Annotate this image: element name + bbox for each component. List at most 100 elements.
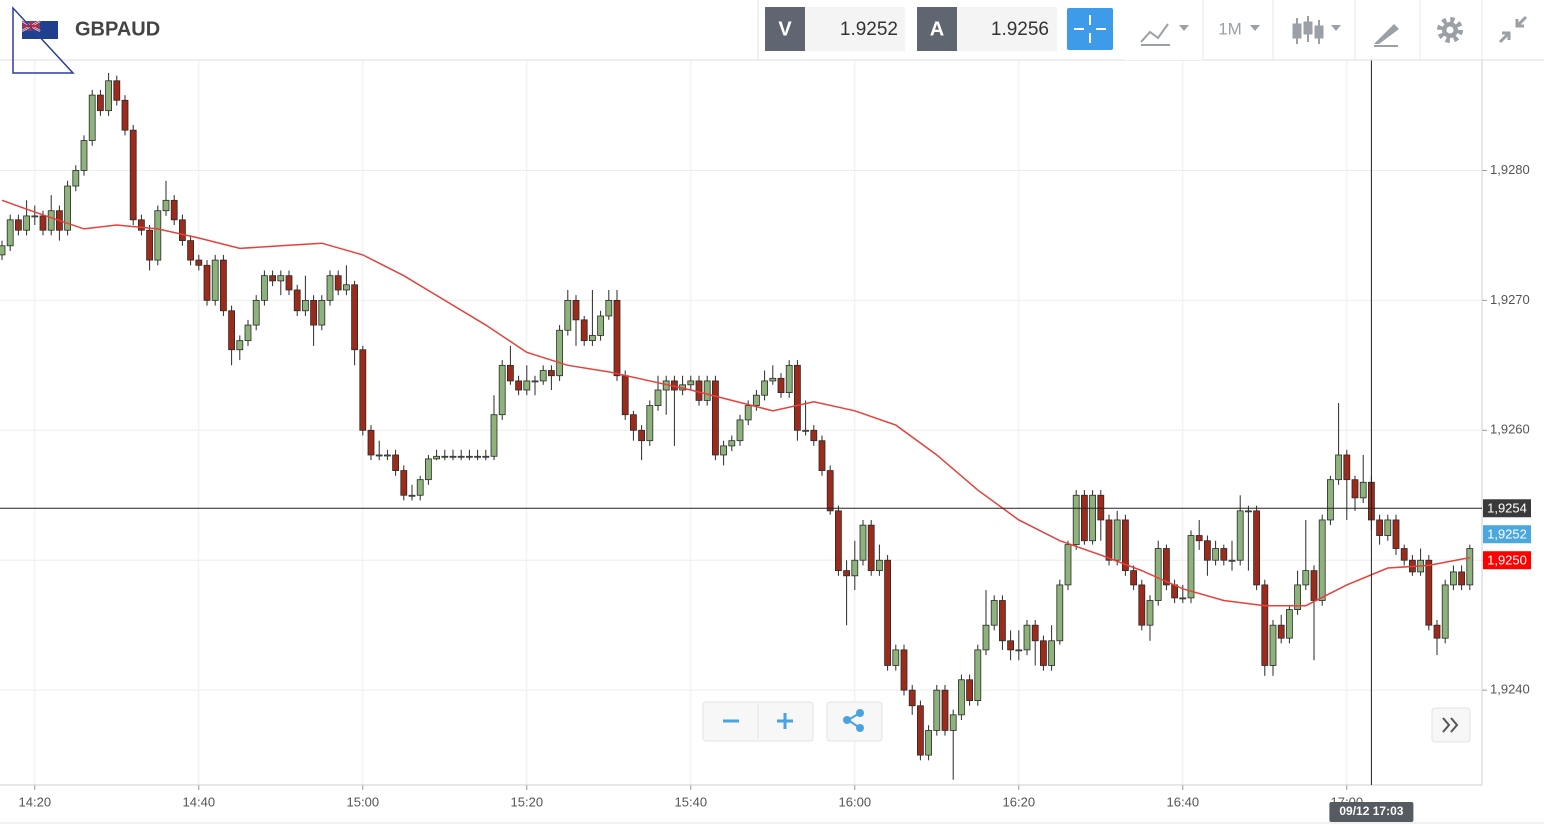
candle-body <box>260 275 268 301</box>
candle-body <box>572 299 580 321</box>
candle-body <box>457 455 465 458</box>
draw-button[interactable] <box>1374 24 1399 47</box>
candle-body <box>351 284 359 351</box>
candle-body <box>6 219 14 247</box>
candle-body <box>548 370 555 377</box>
candle-body <box>97 94 104 112</box>
candle-body <box>1154 548 1162 601</box>
candle-body <box>1048 640 1055 666</box>
candle-body <box>1441 584 1449 639</box>
collapse-button[interactable] <box>1498 15 1528 44</box>
candle-body <box>408 494 416 497</box>
candle-body <box>1286 609 1293 639</box>
candle-body <box>392 454 400 471</box>
crosshair-button[interactable] <box>1067 8 1113 50</box>
flag <box>21 20 58 39</box>
candle-body <box>589 335 596 342</box>
candle-body <box>244 324 252 342</box>
candle-body <box>720 445 727 456</box>
candle-body <box>925 730 932 756</box>
candle-body <box>843 570 850 577</box>
candle-body <box>556 329 563 377</box>
candle-body <box>1384 519 1392 536</box>
timeframe-button[interactable]: 1M <box>1218 19 1260 38</box>
candle-body <box>941 689 949 731</box>
candle-body <box>1195 535 1203 542</box>
candle-body <box>1113 519 1121 561</box>
candle-body <box>999 600 1006 642</box>
candle-body <box>1351 479 1359 499</box>
bid-button[interactable] <box>765 7 805 51</box>
candle-body <box>703 380 711 401</box>
candle-body <box>465 455 473 458</box>
candle-body <box>326 275 334 301</box>
candle-body <box>105 80 112 112</box>
candle-body <box>1294 584 1301 610</box>
candle-body <box>277 275 285 282</box>
candle-body <box>1335 454 1342 481</box>
candle-body <box>203 264 211 301</box>
candle-body <box>769 377 777 382</box>
zoom-in[interactable] <box>777 713 793 729</box>
candle-body <box>876 559 883 572</box>
candle-body <box>859 524 867 561</box>
candle-body <box>146 229 154 261</box>
candle-body <box>187 240 195 261</box>
price-label: 1,9250 <box>1487 553 1527 568</box>
candle-body <box>654 389 662 407</box>
corner-marker <box>12 6 75 74</box>
settings-button[interactable] <box>1437 17 1463 43</box>
candle-body <box>359 349 367 431</box>
candle-body <box>1007 640 1014 651</box>
candle-body <box>113 80 121 101</box>
ask-button[interactable] <box>917 7 957 51</box>
candle-body <box>1072 494 1080 546</box>
candle-body <box>1236 510 1244 561</box>
candle-body <box>252 299 260 326</box>
candle-body <box>1105 519 1113 561</box>
x-tick-label: 15:00 <box>347 794 380 809</box>
crosshair-icon <box>1074 15 1106 43</box>
chart-type-button[interactable] <box>1125 0 1203 60</box>
candle-body <box>917 705 924 756</box>
candle-body <box>441 455 449 458</box>
candle-body <box>900 649 908 691</box>
candle-body <box>334 275 342 291</box>
candle-body <box>482 455 490 458</box>
candle-body <box>1302 570 1310 586</box>
candle-body <box>933 689 941 731</box>
candle-body <box>1064 544 1072 586</box>
candle-body <box>293 289 301 312</box>
share-button[interactable] <box>826 701 883 742</box>
candle-body <box>64 185 71 231</box>
plot-area: 1,9240 1,9250 1,9260 1,9270 1,9280 14:20 14:40… <box>0 60 1544 824</box>
candle-body <box>285 275 293 291</box>
scroll-end-button[interactable] <box>1431 707 1471 743</box>
candle-body <box>564 299 572 331</box>
candle-body <box>884 559 891 666</box>
candle-body <box>580 319 588 342</box>
candle-style-button[interactable] <box>1292 16 1341 44</box>
y-tick-label: 1,9240 <box>1490 682 1530 697</box>
candle-body <box>121 99 129 131</box>
candle-body <box>712 380 719 456</box>
candle-body <box>506 364 514 382</box>
candle-body <box>1138 584 1146 626</box>
candle-body <box>1056 584 1064 642</box>
candle-body <box>949 714 957 731</box>
candle-body <box>383 454 391 457</box>
candle-body <box>80 140 88 171</box>
candle-body <box>269 275 277 282</box>
ask-price: 1.9256 <box>991 19 1049 40</box>
symbol: GBPAUD <box>75 18 160 40</box>
crosshair-x-label: 09/12 17:03 <box>1339 804 1403 818</box>
candle-body <box>974 649 982 701</box>
candle-body <box>892 649 900 666</box>
x-tick-label: 15:20 <box>511 794 544 809</box>
candle-body <box>1040 640 1047 666</box>
candle-body <box>1163 548 1170 586</box>
candle-body <box>219 259 227 312</box>
crosshair-y-box <box>1483 499 1531 518</box>
candle-body <box>867 524 875 572</box>
candle-body <box>1212 548 1219 561</box>
